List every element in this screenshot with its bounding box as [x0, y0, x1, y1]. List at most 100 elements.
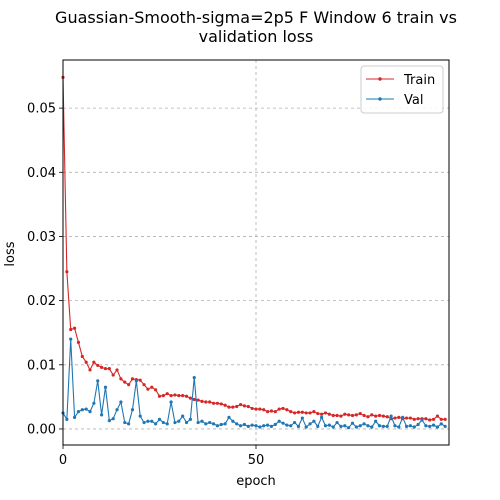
data-point-val	[439, 422, 443, 426]
data-point-val	[238, 424, 243, 428]
data-point-train	[200, 399, 204, 403]
data-point-train	[150, 385, 154, 389]
data-point-val	[169, 400, 173, 404]
data-point-train	[100, 365, 104, 369]
data-point-val	[262, 424, 266, 428]
data-point-train	[192, 397, 196, 402]
data-point-val	[354, 425, 358, 429]
data-point-train	[142, 383, 146, 387]
data-point-val	[424, 424, 428, 428]
data-point-val	[397, 425, 401, 429]
data-point-train	[350, 413, 355, 418]
data-point-train	[242, 404, 247, 408]
data-point-train	[285, 408, 289, 412]
data-point-val	[258, 425, 262, 429]
data-point-train	[127, 383, 131, 387]
data-point-val	[300, 416, 304, 420]
data-point-train	[404, 416, 409, 420]
data-point-val	[204, 422, 208, 426]
data-point-train	[72, 326, 77, 330]
data-point-val	[211, 422, 216, 426]
data-point-val	[188, 417, 192, 421]
data-point-val	[146, 419, 150, 423]
data-point-val	[381, 424, 385, 428]
data-point-train	[374, 414, 378, 418]
data-point-val	[374, 419, 378, 423]
data-point-val	[231, 419, 235, 423]
data-point-val	[316, 424, 320, 428]
data-point-train	[96, 363, 100, 368]
y-tick-label: 0.00	[27, 422, 56, 437]
data-point-val	[404, 424, 409, 428]
data-point-val	[103, 385, 108, 389]
data-point-val	[347, 426, 351, 430]
data-point-train	[246, 404, 250, 409]
data-point-val	[370, 425, 374, 429]
data-point-val	[412, 425, 416, 429]
data-point-val	[265, 423, 270, 427]
data-point-train	[339, 414, 343, 418]
data-point-train	[312, 410, 316, 414]
data-point-train	[204, 400, 208, 404]
data-point-val	[127, 422, 131, 426]
y-tick-label: 0.03	[27, 230, 56, 245]
data-point-val	[242, 422, 247, 427]
data-point-val	[76, 410, 81, 414]
data-point-val	[408, 424, 412, 428]
data-point-train	[157, 394, 162, 398]
data-point-train	[215, 401, 219, 405]
data-point-train	[385, 415, 389, 419]
data-point-train	[443, 417, 447, 421]
data-point-val	[80, 408, 84, 412]
data-point-val	[331, 425, 335, 429]
data-point-val	[219, 422, 223, 427]
data-point-train	[424, 417, 428, 421]
data-point-train	[362, 413, 366, 418]
data-point-val	[377, 424, 382, 428]
data-point-val	[320, 415, 324, 420]
data-point-train	[123, 380, 127, 384]
data-point-train	[265, 410, 270, 414]
data-point-train	[269, 409, 274, 413]
data-point-train	[316, 411, 320, 416]
legend-val-marker	[378, 97, 382, 101]
x-tick-label: 50	[248, 453, 265, 468]
data-point-val	[435, 425, 440, 429]
data-point-val	[358, 424, 362, 428]
data-point-val	[92, 401, 96, 405]
data-point-train	[435, 414, 440, 418]
data-point-train	[146, 387, 150, 391]
data-point-train	[165, 392, 169, 396]
data-point-val	[389, 414, 393, 418]
data-point-train	[366, 415, 370, 419]
data-point-val	[142, 420, 146, 425]
data-point-train	[80, 354, 84, 359]
data-point-train	[308, 411, 312, 415]
data-point-val	[366, 424, 370, 428]
data-point-val	[385, 424, 389, 428]
data-point-train	[181, 393, 185, 398]
data-point-val	[293, 420, 297, 425]
data-point-val	[181, 414, 185, 418]
data-point-train	[416, 417, 420, 421]
data-point-train	[138, 378, 142, 382]
data-point-train	[130, 377, 135, 381]
data-point-val	[196, 420, 200, 425]
data-point-val	[246, 424, 250, 428]
data-point-train	[235, 404, 239, 409]
data-point-val	[107, 419, 111, 423]
data-point-val	[350, 421, 355, 425]
data-point-train	[227, 405, 231, 409]
data-point-train	[331, 413, 335, 418]
data-point-val	[281, 421, 285, 425]
data-point-val	[335, 420, 339, 425]
data-point-val	[177, 419, 181, 423]
data-point-train	[358, 411, 362, 416]
data-point-train	[76, 340, 81, 344]
data-point-train	[219, 402, 223, 406]
series-train	[61, 75, 447, 422]
data-point-train	[161, 393, 165, 398]
data-point-train	[381, 414, 385, 418]
data-point-val	[223, 422, 227, 426]
data-point-val	[285, 423, 289, 427]
